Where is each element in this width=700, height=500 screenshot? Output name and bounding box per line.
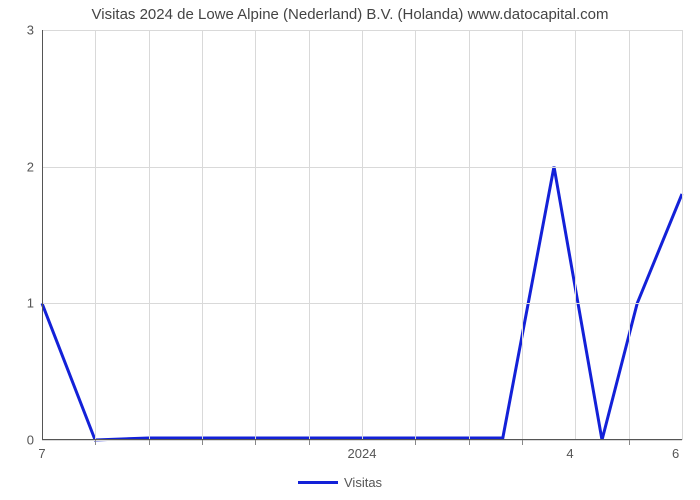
legend: Visitas bbox=[298, 475, 382, 490]
x-minor-tick bbox=[629, 440, 630, 445]
gridline-vertical bbox=[522, 30, 523, 440]
chart-title: Visitas 2024 de Lowe Alpine (Nederland) … bbox=[0, 6, 700, 23]
x-minor-tick bbox=[522, 440, 523, 445]
x-minor-tick bbox=[255, 440, 256, 445]
legend-swatch bbox=[298, 481, 338, 484]
x-minor-tick bbox=[95, 440, 96, 445]
visits-chart: Visitas 2024 de Lowe Alpine (Nederland) … bbox=[0, 0, 700, 500]
x-minor-tick bbox=[202, 440, 203, 445]
x-tick-label: 4 bbox=[566, 446, 573, 461]
gridline-vertical bbox=[415, 30, 416, 440]
gridline-vertical bbox=[629, 30, 630, 440]
y-tick-label: 1 bbox=[27, 296, 34, 311]
y-axis-line bbox=[42, 30, 43, 440]
x-minor-tick bbox=[415, 440, 416, 445]
gridline-vertical bbox=[202, 30, 203, 440]
x-minor-tick bbox=[469, 440, 470, 445]
legend-label: Visitas bbox=[344, 475, 382, 490]
gridline-vertical bbox=[575, 30, 576, 440]
x-tick-label: 6 bbox=[672, 446, 679, 461]
x-minor-tick bbox=[309, 440, 310, 445]
x-minor-tick bbox=[149, 440, 150, 445]
gridline-vertical bbox=[362, 30, 363, 440]
gridline-vertical bbox=[469, 30, 470, 440]
y-tick-label: 2 bbox=[27, 159, 34, 174]
gridline-vertical bbox=[682, 30, 683, 440]
x-tick-label: 7 bbox=[38, 446, 45, 461]
gridline-vertical bbox=[149, 30, 150, 440]
x-tick-label: 2024 bbox=[348, 446, 377, 461]
gridline-vertical bbox=[255, 30, 256, 440]
plot-area: 01237202446 bbox=[42, 30, 682, 440]
gridline-vertical bbox=[95, 30, 96, 440]
y-tick-label: 0 bbox=[27, 433, 34, 448]
x-axis-line bbox=[42, 439, 682, 440]
gridline-vertical bbox=[309, 30, 310, 440]
y-tick-label: 3 bbox=[27, 23, 34, 38]
gridline-horizontal bbox=[42, 440, 682, 441]
